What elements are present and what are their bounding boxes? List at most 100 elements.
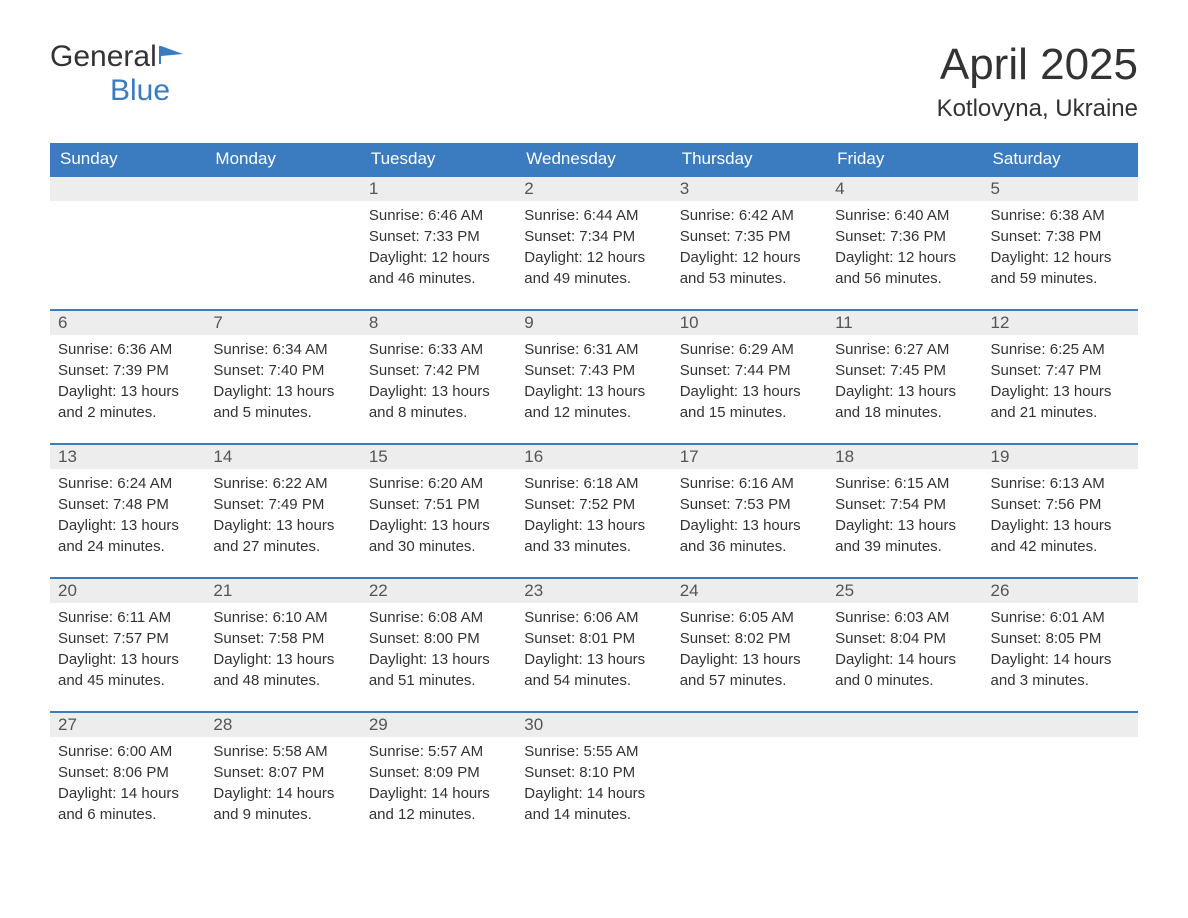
daylight-text-line1: Daylight: 14 hours xyxy=(835,649,974,670)
sunrise-text: Sunrise: 6:10 AM xyxy=(213,607,352,628)
daylight-text-line2: and 24 minutes. xyxy=(58,536,197,557)
daylight-text-line1: Daylight: 13 hours xyxy=(58,515,197,536)
calendar-body: 1Sunrise: 6:46 AMSunset: 7:33 PMDaylight… xyxy=(50,176,1138,845)
daylight-text-line1: Daylight: 13 hours xyxy=(991,381,1130,402)
day-number: 9 xyxy=(516,311,671,335)
day-header-friday: Friday xyxy=(827,143,982,176)
daylight-text-line2: and 54 minutes. xyxy=(524,670,663,691)
sunrise-text: Sunrise: 6:27 AM xyxy=(835,339,974,360)
calendar-cell: 23Sunrise: 6:06 AMSunset: 8:01 PMDayligh… xyxy=(516,578,671,712)
day-number: 4 xyxy=(827,177,982,201)
daylight-text-line1: Daylight: 12 hours xyxy=(680,247,819,268)
calendar-cell: 9Sunrise: 6:31 AMSunset: 7:43 PMDaylight… xyxy=(516,310,671,444)
daylight-text-line2: and 51 minutes. xyxy=(369,670,508,691)
day-content: Sunrise: 6:22 AMSunset: 7:49 PMDaylight:… xyxy=(205,469,360,577)
day-content: Sunrise: 5:57 AMSunset: 8:09 PMDaylight:… xyxy=(361,737,516,845)
daylight-text-line2: and 0 minutes. xyxy=(835,670,974,691)
day-content: Sunrise: 6:18 AMSunset: 7:52 PMDaylight:… xyxy=(516,469,671,577)
daylight-text-line2: and 56 minutes. xyxy=(835,268,974,289)
day-number: 3 xyxy=(672,177,827,201)
day-content: Sunrise: 6:36 AMSunset: 7:39 PMDaylight:… xyxy=(50,335,205,443)
sunrise-text: Sunrise: 6:00 AM xyxy=(58,741,197,762)
calendar-cell xyxy=(205,176,360,310)
calendar-cell: 17Sunrise: 6:16 AMSunset: 7:53 PMDayligh… xyxy=(672,444,827,578)
sunset-text: Sunset: 7:36 PM xyxy=(835,226,974,247)
day-header-sunday: Sunday xyxy=(50,143,205,176)
day-number: 1 xyxy=(361,177,516,201)
daylight-text-line2: and 2 minutes. xyxy=(58,402,197,423)
sunrise-text: Sunrise: 6:06 AM xyxy=(524,607,663,628)
location-text: Kotlovyna, Ukraine xyxy=(937,95,1138,123)
day-content: Sunrise: 6:46 AMSunset: 7:33 PMDaylight:… xyxy=(361,201,516,309)
calendar-cell: 22Sunrise: 6:08 AMSunset: 8:00 PMDayligh… xyxy=(361,578,516,712)
daylight-text-line2: and 14 minutes. xyxy=(524,804,663,825)
day-number: 18 xyxy=(827,445,982,469)
daylight-text-line1: Daylight: 13 hours xyxy=(680,381,819,402)
daylight-text-line2: and 8 minutes. xyxy=(369,402,508,423)
logo-text-general: General xyxy=(50,40,157,73)
daylight-text-line2: and 39 minutes. xyxy=(835,536,974,557)
sunset-text: Sunset: 7:44 PM xyxy=(680,360,819,381)
day-content: Sunrise: 6:42 AMSunset: 7:35 PMDaylight:… xyxy=(672,201,827,309)
sunrise-text: Sunrise: 6:33 AM xyxy=(369,339,508,360)
sunset-text: Sunset: 8:01 PM xyxy=(524,628,663,649)
day-header-wednesday: Wednesday xyxy=(516,143,671,176)
sunset-text: Sunset: 8:02 PM xyxy=(680,628,819,649)
daylight-text-line2: and 9 minutes. xyxy=(213,804,352,825)
daylight-text-line1: Daylight: 14 hours xyxy=(213,783,352,804)
day-header-saturday: Saturday xyxy=(983,143,1138,176)
day-number-empty xyxy=(983,713,1138,737)
calendar-header-row: Sunday Monday Tuesday Wednesday Thursday… xyxy=(50,143,1138,176)
day-number: 7 xyxy=(205,311,360,335)
day-header-monday: Monday xyxy=(205,143,360,176)
daylight-text-line2: and 49 minutes. xyxy=(524,268,663,289)
daylight-text-line2: and 30 minutes. xyxy=(369,536,508,557)
day-content: Sunrise: 5:55 AMSunset: 8:10 PMDaylight:… xyxy=(516,737,671,845)
sunrise-text: Sunrise: 6:25 AM xyxy=(991,339,1130,360)
sunset-text: Sunset: 7:48 PM xyxy=(58,494,197,515)
day-number: 16 xyxy=(516,445,671,469)
sunset-text: Sunset: 7:42 PM xyxy=(369,360,508,381)
daylight-text-line1: Daylight: 13 hours xyxy=(369,381,508,402)
sunrise-text: Sunrise: 6:13 AM xyxy=(991,473,1130,494)
header: General Blue April 2025 Kotlovyna, Ukrai… xyxy=(50,40,1138,123)
sunrise-text: Sunrise: 6:44 AM xyxy=(524,205,663,226)
calendar-week-row: 6Sunrise: 6:36 AMSunset: 7:39 PMDaylight… xyxy=(50,310,1138,444)
sunset-text: Sunset: 7:38 PM xyxy=(991,226,1130,247)
sunrise-text: Sunrise: 6:20 AM xyxy=(369,473,508,494)
sunset-text: Sunset: 7:47 PM xyxy=(991,360,1130,381)
day-content: Sunrise: 6:13 AMSunset: 7:56 PMDaylight:… xyxy=(983,469,1138,577)
day-number: 13 xyxy=(50,445,205,469)
daylight-text-line1: Daylight: 13 hours xyxy=(835,381,974,402)
day-content-empty xyxy=(983,737,1138,837)
sunrise-text: Sunrise: 5:58 AM xyxy=(213,741,352,762)
day-content: Sunrise: 6:27 AMSunset: 7:45 PMDaylight:… xyxy=(827,335,982,443)
day-number: 12 xyxy=(983,311,1138,335)
logo-flag-icon xyxy=(157,44,185,71)
sunrise-text: Sunrise: 6:24 AM xyxy=(58,473,197,494)
day-content: Sunrise: 6:00 AMSunset: 8:06 PMDaylight:… xyxy=(50,737,205,845)
calendar-cell: 27Sunrise: 6:00 AMSunset: 8:06 PMDayligh… xyxy=(50,712,205,845)
day-number: 25 xyxy=(827,579,982,603)
logo-text-wrapper: General Blue xyxy=(50,40,185,108)
logo: General Blue xyxy=(50,40,185,108)
daylight-text-line1: Daylight: 13 hours xyxy=(524,649,663,670)
day-number-empty xyxy=(205,177,360,201)
day-number-empty xyxy=(672,713,827,737)
sunset-text: Sunset: 7:43 PM xyxy=(524,360,663,381)
calendar-cell: 3Sunrise: 6:42 AMSunset: 7:35 PMDaylight… xyxy=(672,176,827,310)
day-content: Sunrise: 6:03 AMSunset: 8:04 PMDaylight:… xyxy=(827,603,982,711)
sunrise-text: Sunrise: 6:01 AM xyxy=(991,607,1130,628)
daylight-text-line1: Daylight: 14 hours xyxy=(369,783,508,804)
daylight-text-line1: Daylight: 13 hours xyxy=(213,381,352,402)
sunset-text: Sunset: 7:39 PM xyxy=(58,360,197,381)
sunrise-text: Sunrise: 6:46 AM xyxy=(369,205,508,226)
day-number: 27 xyxy=(50,713,205,737)
daylight-text-line2: and 3 minutes. xyxy=(991,670,1130,691)
day-number: 28 xyxy=(205,713,360,737)
sunset-text: Sunset: 8:00 PM xyxy=(369,628,508,649)
sunrise-text: Sunrise: 6:36 AM xyxy=(58,339,197,360)
page-title: April 2025 xyxy=(937,40,1138,90)
day-number: 17 xyxy=(672,445,827,469)
day-header-tuesday: Tuesday xyxy=(361,143,516,176)
